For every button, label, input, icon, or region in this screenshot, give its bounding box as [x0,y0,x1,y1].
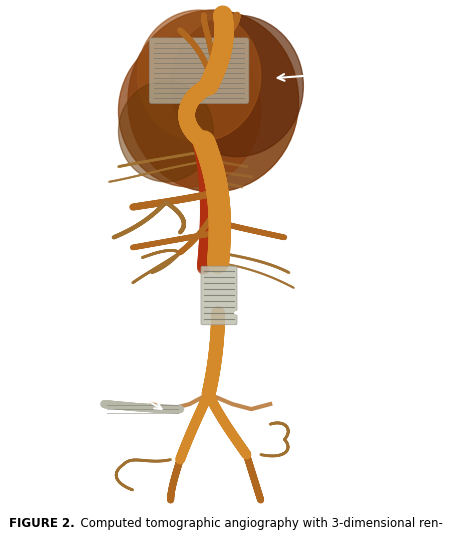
Circle shape [171,15,303,157]
Text: fem-fem
bypass graft: fem-fem bypass graft [34,346,162,409]
Circle shape [118,35,261,187]
Circle shape [128,10,299,192]
Text: EVAR graft: EVAR graft [235,299,416,316]
Text: FIGURE 2.: FIGURE 2. [9,517,75,530]
FancyBboxPatch shape [201,266,237,325]
Circle shape [137,10,261,141]
Circle shape [118,81,213,182]
FancyBboxPatch shape [149,38,249,104]
Text: TEVAR graft: TEVAR graft [278,61,455,81]
Text: Computed tomographic angiography with 3-dimensional ren-: Computed tomographic angiography with 3-… [73,517,443,530]
